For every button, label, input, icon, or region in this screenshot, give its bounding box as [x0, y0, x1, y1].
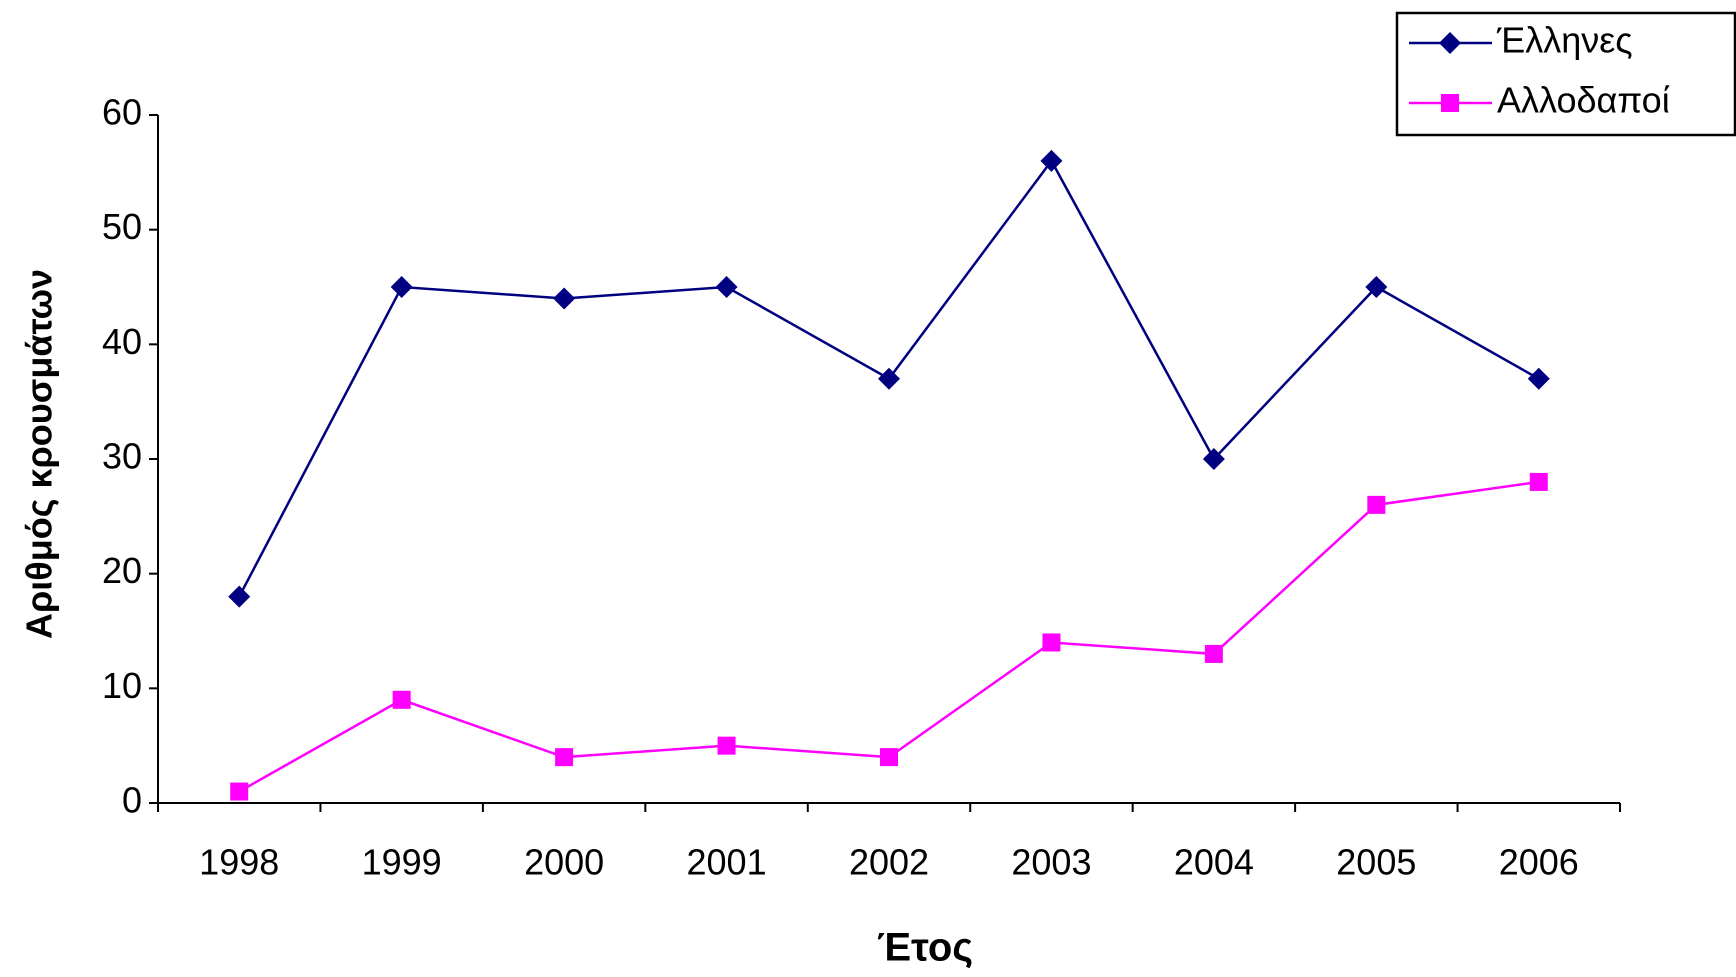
data-point — [715, 276, 738, 298]
x-tick-label: 2003 — [1011, 842, 1091, 883]
y-tick-label: 20 — [102, 550, 142, 591]
y-tick-label: 50 — [102, 206, 142, 247]
y-tick-label: 40 — [102, 321, 142, 362]
x-tick-label: 2006 — [1499, 842, 1579, 883]
legend-marker — [1439, 32, 1461, 54]
data-point — [555, 748, 574, 767]
data-point — [1042, 633, 1061, 652]
data-point — [392, 690, 411, 709]
data-point — [230, 782, 249, 801]
data-point — [1365, 276, 1388, 298]
data-point — [1529, 472, 1548, 491]
x-tick-label: 2002 — [849, 842, 929, 883]
legend: Έλληνες Αλλοδαποί — [1395, 11, 1736, 137]
data-point — [228, 585, 251, 608]
data-point — [880, 748, 898, 767]
legend-box — [1395, 11, 1736, 137]
x-tick-label: 2005 — [1336, 842, 1416, 883]
x-tick-label: 2001 — [687, 842, 767, 883]
data-point — [1040, 149, 1063, 172]
x-tick-label: 1998 — [199, 842, 279, 883]
x-tick-label: 2004 — [1174, 842, 1254, 883]
y-tick-label: 30 — [102, 436, 142, 477]
legend-label: Έλληνες — [1496, 20, 1633, 61]
y-axis-label: Αριθμός κρουσμάτων — [19, 269, 60, 639]
legend-marker — [1441, 94, 1459, 112]
data-point — [553, 287, 576, 310]
data-point — [1204, 644, 1223, 663]
x-axis-label: Έτος — [877, 926, 973, 970]
data-point — [390, 276, 413, 298]
data-point — [1527, 367, 1550, 390]
x-tick-label: 1999 — [362, 842, 442, 883]
series-line — [238, 480, 1539, 793]
data-point — [717, 736, 736, 755]
x-tick-label: 2000 — [524, 842, 604, 883]
legend-label: Αλλοδαποί — [1497, 80, 1670, 121]
data-point — [878, 367, 900, 390]
data-point — [1367, 495, 1386, 514]
data-point — [1202, 448, 1225, 470]
y-tick-label: 10 — [102, 665, 142, 706]
y-tick-label: 0 — [122, 780, 142, 821]
y-tick-label: 60 — [102, 92, 142, 133]
